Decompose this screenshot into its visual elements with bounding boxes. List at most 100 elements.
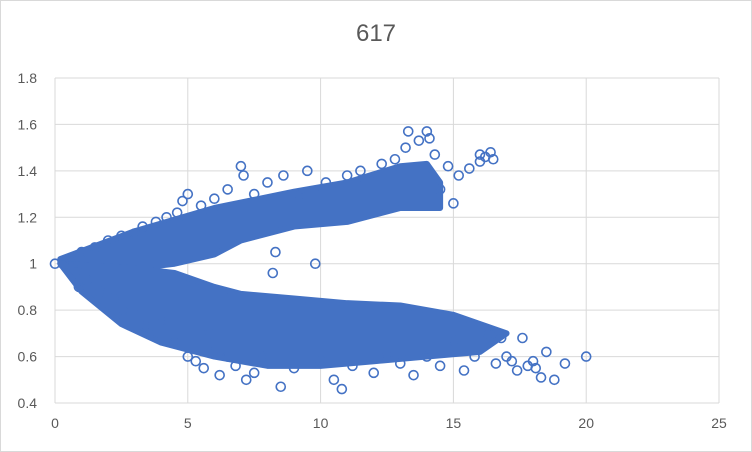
data-point <box>230 360 241 372</box>
data-point <box>517 332 528 344</box>
data-point <box>129 228 140 239</box>
data-point <box>275 381 287 393</box>
y-tick-label: 1 <box>29 256 37 272</box>
data-point <box>458 365 470 376</box>
data-point <box>155 316 167 328</box>
data-point <box>195 200 207 211</box>
data-point <box>248 367 260 379</box>
data-point <box>145 328 156 339</box>
data-point <box>549 374 560 386</box>
data-point <box>482 328 494 339</box>
y-tick-label: 1.4 <box>18 163 38 179</box>
chart-title: 617 <box>355 20 397 47</box>
x-tick-label: 5 <box>184 415 192 431</box>
data-point <box>530 362 542 374</box>
upper-point-band <box>57 160 444 272</box>
data-point <box>424 133 435 144</box>
data-point <box>315 355 326 367</box>
data-point <box>70 265 82 276</box>
data-point <box>448 335 459 346</box>
data-point <box>535 372 547 383</box>
data-point <box>294 188 305 200</box>
data-point <box>511 365 523 376</box>
data-point <box>559 358 571 369</box>
data-point <box>81 274 93 286</box>
x-tick-label: 15 <box>446 415 462 431</box>
y-tick-label: 0.4 <box>18 395 38 411</box>
data-point <box>355 165 366 177</box>
y-tick-label: 0.6 <box>18 349 38 365</box>
y-tick-label: 1.8 <box>18 70 38 86</box>
data-point <box>408 369 419 381</box>
data-point <box>270 246 281 258</box>
data-point <box>495 332 507 344</box>
data-point <box>267 267 279 279</box>
data-point <box>222 184 233 195</box>
data-point <box>469 351 480 362</box>
data-point <box>527 355 539 367</box>
dense-point-bands <box>57 160 510 369</box>
data-point <box>203 328 215 339</box>
data-point <box>161 211 172 223</box>
data-point <box>506 355 518 367</box>
data-point <box>376 158 387 170</box>
data-point <box>381 351 393 362</box>
data-point <box>73 281 85 293</box>
data-point <box>240 374 252 386</box>
data-point <box>402 126 414 137</box>
x-tick-label: 10 <box>313 415 329 431</box>
data-point <box>487 153 499 165</box>
lower-point-band <box>57 260 510 369</box>
data-point <box>394 358 406 369</box>
data-point <box>336 383 348 395</box>
data-point <box>89 242 101 253</box>
y-tick-label: 1.2 <box>18 209 38 225</box>
data-point <box>262 177 273 188</box>
data-point <box>442 160 454 172</box>
data-point <box>429 149 441 160</box>
data-point <box>129 309 140 321</box>
data-point <box>150 216 162 228</box>
data-point <box>140 321 151 332</box>
x-tick-label: 25 <box>711 415 727 431</box>
data-point <box>320 177 332 188</box>
data-point <box>222 351 233 362</box>
data-point <box>57 258 69 270</box>
data-point <box>182 188 194 200</box>
data-point <box>198 362 210 374</box>
x-axis-ticks: 0 5 10 15 20 25 <box>51 415 727 431</box>
data-point <box>580 351 592 362</box>
data-point <box>116 230 127 242</box>
data-point <box>182 351 194 362</box>
data-point <box>118 304 130 316</box>
data-point <box>65 253 77 265</box>
data-point <box>248 188 260 200</box>
data-point <box>235 160 247 172</box>
data-point <box>278 170 289 181</box>
data-point <box>302 165 313 177</box>
data-point <box>453 170 465 181</box>
data-point <box>137 221 148 232</box>
data-point <box>76 246 87 258</box>
data-point <box>464 163 475 174</box>
y-axis-ticks: 0.4 0.6 0.8 1 1.2 1.4 1.6 1.8 <box>18 70 38 411</box>
data-point <box>190 355 202 367</box>
data-point <box>94 286 106 297</box>
x-tick-label: 20 <box>578 415 594 431</box>
y-tick-label: 0.8 <box>18 302 38 318</box>
data-point <box>448 198 459 209</box>
data-point <box>209 346 220 358</box>
data-point <box>341 170 353 181</box>
data-point <box>328 374 340 386</box>
data-point <box>108 293 119 304</box>
data-point <box>49 258 61 270</box>
data-point <box>309 258 321 270</box>
data-point <box>209 193 220 205</box>
x-tick-label: 0 <box>51 415 59 431</box>
data-point <box>490 358 502 369</box>
data-point <box>177 195 188 207</box>
data-point <box>214 369 225 381</box>
data-point <box>485 146 496 158</box>
y-tick-label: 1.6 <box>18 116 38 132</box>
